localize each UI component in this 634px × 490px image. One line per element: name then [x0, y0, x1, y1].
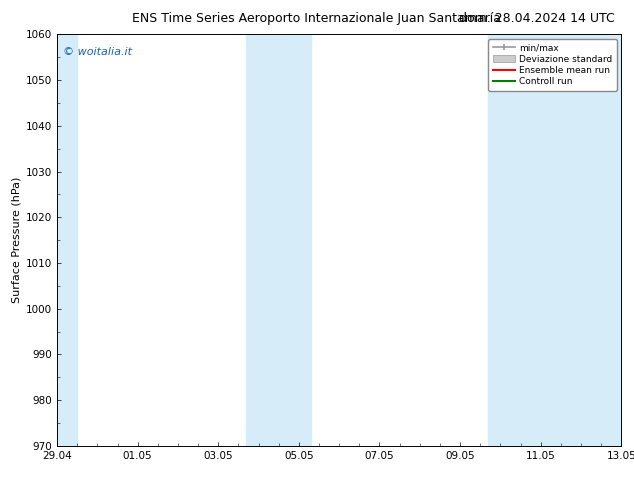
- Text: dom. 28.04.2024 14 UTC: dom. 28.04.2024 14 UTC: [459, 12, 615, 25]
- Y-axis label: Surface Pressure (hPa): Surface Pressure (hPa): [12, 177, 22, 303]
- Bar: [57, 34, 77, 446]
- Bar: [488, 34, 621, 446]
- Bar: [247, 34, 311, 446]
- Legend: min/max, Deviazione standard, Ensemble mean run, Controll run: min/max, Deviazione standard, Ensemble m…: [488, 39, 617, 91]
- Text: © woitalia.it: © woitalia.it: [63, 47, 132, 57]
- Text: ENS Time Series Aeroporto Internazionale Juan Santamaría: ENS Time Series Aeroporto Internazionale…: [133, 12, 501, 25]
